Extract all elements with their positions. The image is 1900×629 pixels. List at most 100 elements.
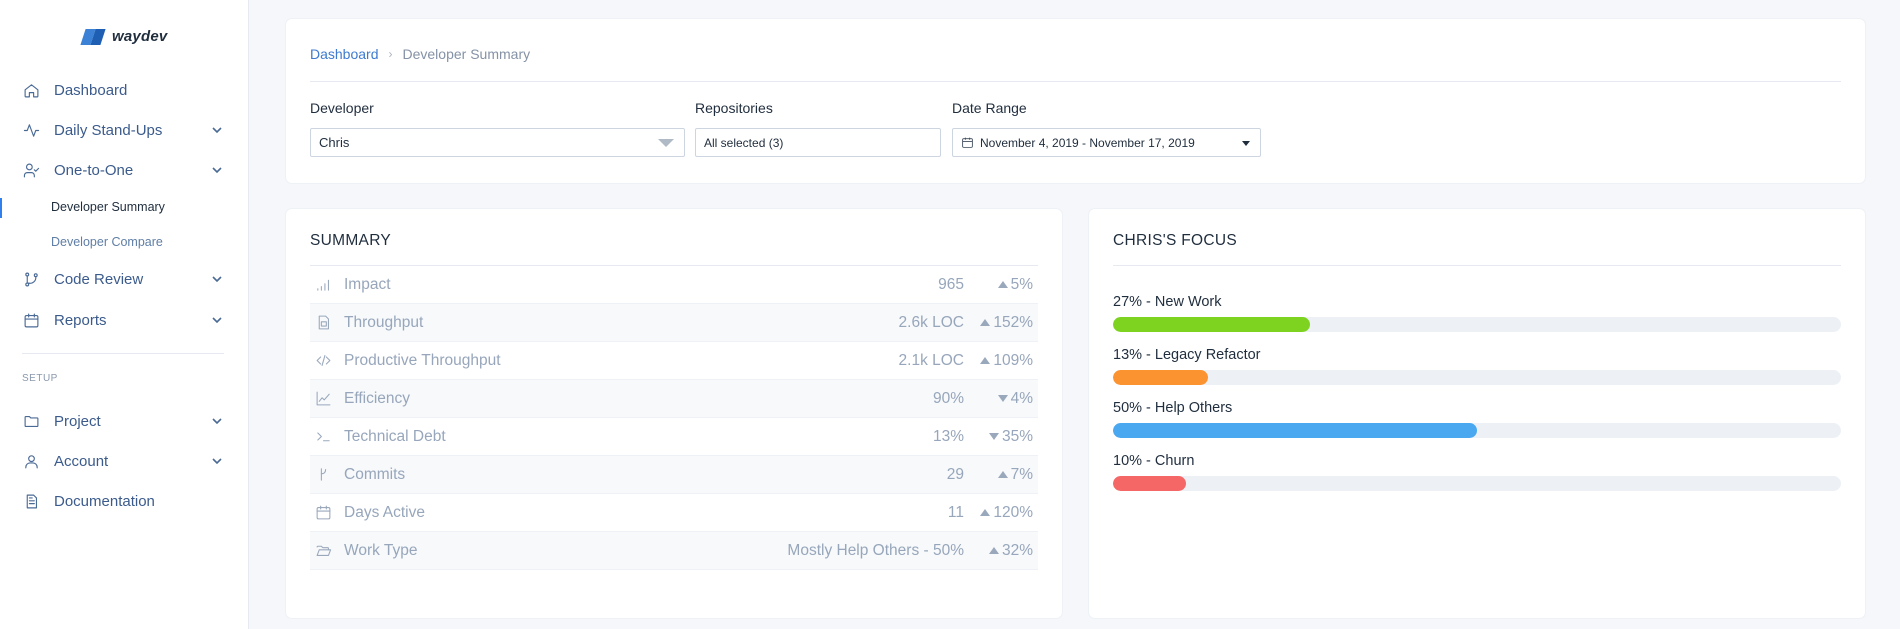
focus-item-label: 27% - New Work: [1113, 294, 1222, 310]
summary-row-label: Commits: [344, 465, 406, 483]
sidebar-item-dashboard[interactable]: Dashboard: [22, 78, 224, 102]
focus-title: CHRIS'S FOCUS: [1113, 232, 1237, 249]
change-value: 120%: [993, 503, 1033, 521]
progress-track: [1113, 423, 1841, 438]
summary-row-technical-debt: Technical Debt 13% 35%: [310, 418, 1038, 456]
summary-row-value: 90%: [932, 389, 964, 407]
code-icon: [315, 352, 333, 370]
focus-item-new-work: 27% - New Work: [1113, 294, 1841, 332]
user-check-icon: [22, 161, 40, 179]
arrow-up-icon: [997, 471, 1008, 478]
focus-item-churn: 10% - Churn: [1113, 453, 1841, 491]
arrow-up-icon: [988, 547, 999, 554]
summary-row-value: 13%: [932, 427, 964, 445]
user-icon: [22, 452, 40, 470]
summary-row-label: Efficiency: [344, 389, 411, 407]
sidebar-item-label: Code Review: [54, 270, 144, 288]
progress-track: [1113, 476, 1841, 491]
summary-row-change: 5%: [997, 275, 1033, 294]
sidebar-item-label: Project: [54, 412, 101, 430]
focus-item-label: 10% - Churn: [1113, 453, 1195, 469]
divider: [310, 81, 1841, 82]
file-code-icon: [315, 314, 333, 332]
sidebar-divider: [22, 353, 224, 354]
git-commit-icon: [315, 466, 333, 484]
divider: [1113, 265, 1841, 266]
focus-item-label: 50% - Help Others: [1113, 400, 1233, 416]
chevron-down-icon: [210, 454, 224, 468]
summary-row-label: Productive Throughput: [344, 351, 501, 369]
sidebar-item-one-to-one[interactable]: One-to-One: [22, 158, 224, 182]
chevron-down-icon: [210, 272, 224, 286]
change-value: 35%: [1001, 427, 1033, 445]
chevron-down-icon: [210, 414, 224, 428]
summary-row-change: 109%: [980, 352, 1033, 370]
sidebar-item-reports[interactable]: Reports: [22, 308, 224, 332]
summary-row-label: Throughput: [344, 313, 424, 331]
summary-row-label: Work Type: [344, 541, 418, 559]
progress-fill: [1113, 317, 1310, 332]
summary-row-label: Technical Debt: [344, 427, 446, 445]
chevron-down-icon: [210, 163, 224, 177]
sidebar-item-code-review[interactable]: Code Review: [22, 267, 224, 291]
summary-row-days-active: Days Active 11 120%: [310, 494, 1038, 532]
caret-down-icon: [658, 139, 674, 147]
caret-down-icon: [1242, 141, 1250, 146]
summary-row-change: 32%: [988, 541, 1033, 560]
chevron-down-icon: [210, 123, 224, 137]
divider: [310, 265, 1038, 266]
progress-track: [1113, 317, 1841, 332]
developer-label: Developer: [310, 100, 374, 116]
sidebar-item-project[interactable]: Project: [22, 409, 224, 433]
git-branch-icon: [22, 270, 40, 288]
line-chart-icon: [315, 390, 333, 408]
brand-name: waydev: [112, 28, 168, 45]
waydev-logo[interactable]: waydev: [80, 28, 167, 45]
sidebar-item-label: Daily Stand-Ups: [54, 121, 163, 139]
arrow-up-icon: [980, 357, 991, 364]
change-value: 7%: [1010, 465, 1033, 483]
summary-row-productive-throughput: Productive Throughput 2.1k LOC 109%: [310, 342, 1038, 380]
sidebar-item-daily-stand-ups[interactable]: Daily Stand-Ups: [22, 118, 224, 142]
summary-row-change: 7%: [997, 465, 1033, 484]
change-value: 32%: [1001, 541, 1033, 559]
focus-item-label: 13% - Legacy Refactor: [1113, 347, 1261, 363]
date-range-value: November 4, 2019 - November 17, 2019: [980, 135, 1195, 150]
sidebar-item-label: One-to-One: [54, 161, 134, 179]
terminal-icon: [315, 428, 333, 446]
summary-row-work-type: Work Type Mostly Help Others - 50% 32%: [310, 532, 1038, 570]
sidebar-subitem-developer-summary[interactable]: Developer Summary: [51, 200, 165, 214]
filter-panel: Dashboard › Developer Summary Developer …: [286, 19, 1865, 183]
summary-row-impact: Impact 965 5%: [310, 266, 1038, 304]
developer-select[interactable]: Chris: [310, 128, 685, 157]
home-icon: [22, 81, 40, 99]
active-indicator: [0, 198, 2, 218]
breadcrumb-dashboard-link[interactable]: Dashboard: [310, 46, 379, 62]
progress-fill: [1113, 370, 1208, 385]
repositories-select[interactable]: All selected (3): [695, 128, 941, 157]
repositories-select-value: All selected (3): [704, 135, 784, 150]
sidebar-subitem-developer-compare[interactable]: Developer Compare: [51, 235, 163, 249]
repositories-label: Repositories: [695, 100, 773, 116]
arrow-down-icon: [997, 395, 1008, 402]
change-value: 152%: [993, 313, 1033, 331]
sidebar: waydev Dashboard Daily Stand-Ups One-to-…: [0, 0, 249, 629]
summary-row-change: 4%: [997, 390, 1033, 408]
chevron-down-icon: [210, 313, 224, 327]
arrow-up-icon: [980, 319, 991, 326]
change-value: 5%: [1010, 275, 1033, 293]
summary-row-change: 152%: [980, 314, 1033, 332]
progress-fill: [1113, 423, 1477, 438]
sidebar-item-account[interactable]: Account: [22, 449, 224, 473]
sidebar-item-label: Documentation: [54, 492, 155, 510]
sidebar-item-label: Dashboard: [54, 81, 128, 99]
breadcrumb: Dashboard › Developer Summary: [310, 46, 530, 62]
breadcrumb-current: Developer Summary: [402, 46, 531, 62]
sidebar-item-documentation[interactable]: Documentation: [22, 489, 224, 513]
folder-icon: [22, 412, 40, 430]
summary-row-value: 2.6k LOC: [898, 313, 964, 331]
summary-row-value: 29: [946, 465, 964, 483]
summary-row-label: Days Active: [344, 503, 425, 521]
date-range-picker[interactable]: November 4, 2019 - November 17, 2019: [952, 128, 1261, 157]
progress-fill: [1113, 476, 1186, 491]
